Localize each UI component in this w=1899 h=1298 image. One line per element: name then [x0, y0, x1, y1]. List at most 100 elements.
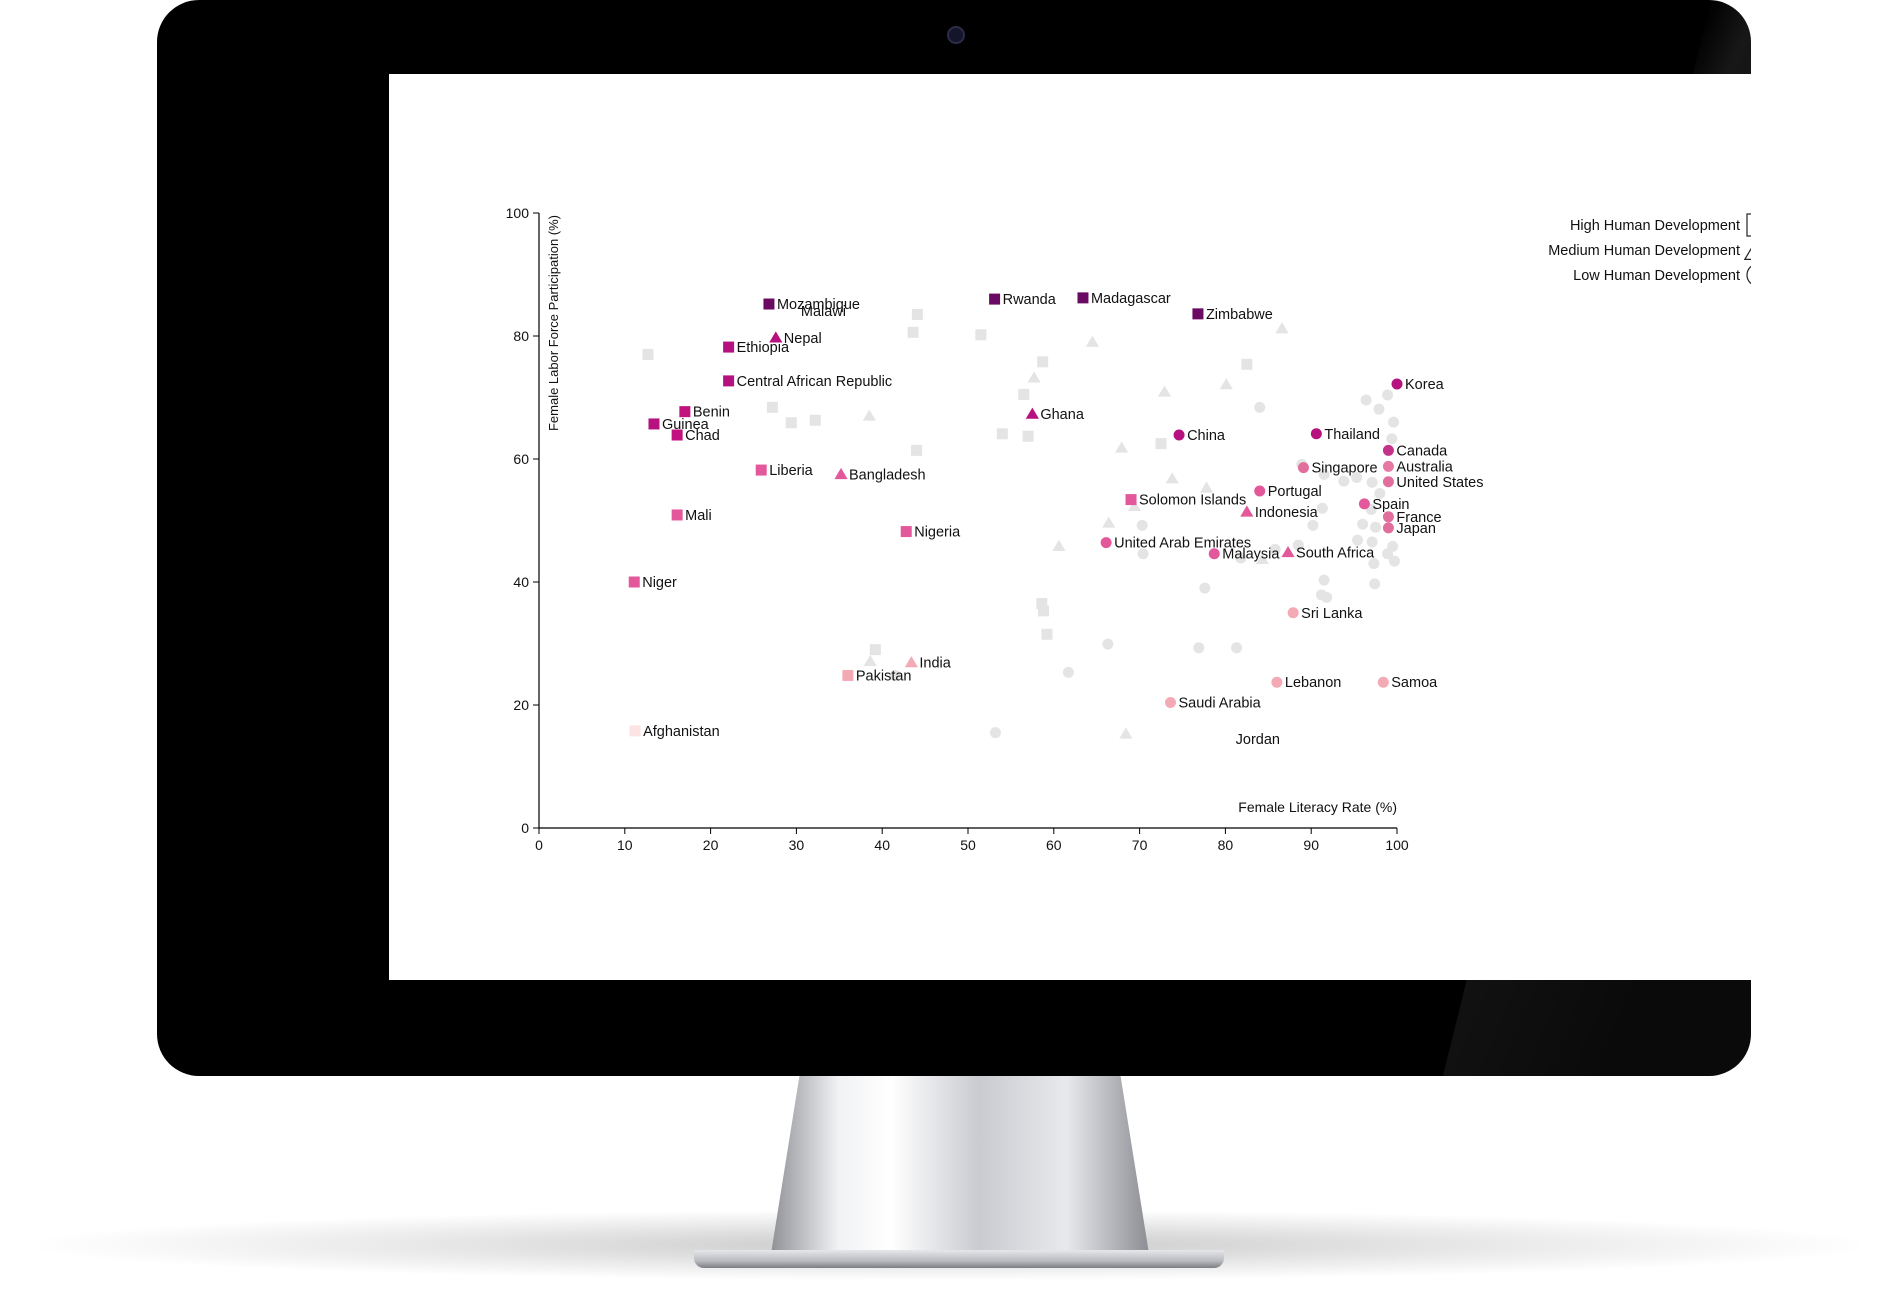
- point-label: Canada: [1396, 443, 1448, 459]
- circle-icon: [1746, 265, 1751, 285]
- background-point: [1366, 476, 1378, 488]
- background-point: [1136, 519, 1148, 531]
- point-label: Solomon Islands: [1139, 493, 1246, 509]
- background-point: [1018, 388, 1030, 400]
- point-label: Niger: [642, 575, 677, 591]
- y-tick-label: 20: [513, 697, 529, 713]
- background-points: [642, 308, 1400, 739]
- background-point: [1165, 472, 1179, 484]
- background-point: [1382, 389, 1394, 401]
- point-label: France: [1396, 510, 1441, 526]
- x-axis-label: Female Literacy Rate (%): [1238, 799, 1397, 815]
- point-label: Malawi: [801, 304, 846, 320]
- background-point: [1275, 322, 1289, 334]
- background-point: [1318, 574, 1330, 586]
- background-point: [907, 326, 919, 338]
- data-point: [1100, 537, 1112, 549]
- point-label: Ghana: [1040, 407, 1084, 423]
- point-label: Chad: [685, 428, 720, 444]
- background-point: [1199, 582, 1211, 594]
- background-point: [996, 428, 1008, 440]
- data-point: [769, 331, 783, 343]
- point-label: Madagascar: [1091, 291, 1171, 307]
- background-point: [1388, 555, 1400, 567]
- background-point: [1366, 536, 1378, 548]
- background-point: [1255, 552, 1269, 564]
- background-point: [1193, 642, 1205, 654]
- background-point: [1085, 335, 1100, 347]
- data-point: [1281, 546, 1295, 558]
- data-point: [1382, 444, 1394, 456]
- data-point: [723, 375, 735, 387]
- point-label: Liberia: [769, 463, 813, 479]
- background-point: [1386, 433, 1398, 445]
- background-point: [1041, 628, 1053, 640]
- point-label: Afghanistan: [643, 724, 720, 740]
- background-point: [869, 644, 881, 656]
- background-point: [1269, 543, 1281, 555]
- data-point: [1208, 548, 1220, 560]
- background-point: [863, 654, 877, 667]
- data-point: [679, 406, 691, 418]
- background-point: [1155, 438, 1167, 450]
- background-point: [1157, 385, 1172, 397]
- background-point: [1370, 521, 1382, 533]
- x-ticks: 0 10 20 30 40 50 60 70 80 90 100: [535, 828, 1409, 853]
- data-point: [989, 293, 1001, 305]
- legend-label: Low Human Development: [1573, 268, 1740, 284]
- y-tick-label: 60: [513, 451, 529, 467]
- point-label: Nepal: [784, 331, 822, 347]
- point-label: United Arab Emirates: [1114, 536, 1251, 552]
- data-point: [648, 418, 660, 430]
- background-point: [911, 444, 923, 456]
- data-point: [900, 526, 912, 538]
- monitor-stand: [770, 1070, 1150, 1260]
- point-label: Rwanda: [1003, 292, 1057, 308]
- x-tick-label: 80: [1218, 837, 1234, 853]
- background-point: [1127, 499, 1142, 512]
- data-point: [904, 656, 918, 668]
- y-tick-label: 100: [506, 205, 530, 221]
- background-point: [1316, 502, 1328, 514]
- data-point: [629, 725, 641, 737]
- data-point: [1358, 498, 1370, 510]
- background-point: [1369, 578, 1381, 590]
- background-point: [1321, 591, 1333, 603]
- y-tick-label: 0: [521, 820, 529, 836]
- point-label: Central African Republic: [737, 374, 893, 390]
- background-point: [1114, 441, 1129, 453]
- background-point: [1036, 598, 1048, 610]
- data-point: [1377, 676, 1389, 688]
- point-label: Jordan: [1236, 732, 1280, 748]
- point-label: Thailand: [1324, 427, 1380, 443]
- x-tick-label: 10: [617, 837, 633, 853]
- point-label: Japan: [1396, 521, 1436, 537]
- background-point: [1307, 519, 1319, 531]
- y-tick-label: 40: [513, 574, 529, 590]
- data-point: [842, 669, 854, 681]
- y-ticks: 0 20 40 60 80 100: [506, 205, 539, 836]
- legend-label: High Human Development: [1570, 218, 1740, 234]
- point-label: Pakistan: [856, 668, 912, 684]
- data-point: [1287, 607, 1299, 619]
- point-label: Mozambique: [777, 297, 860, 313]
- data-point: [723, 341, 735, 353]
- point-label: Singapore: [1311, 461, 1377, 477]
- data-point: [1382, 476, 1394, 488]
- background-point: [862, 409, 876, 421]
- background-point: [1318, 468, 1330, 480]
- background-point: [975, 329, 987, 341]
- point-label: Mali: [685, 508, 712, 524]
- point-label: South Africa: [1296, 545, 1375, 561]
- square-icon: [1746, 213, 1751, 237]
- background-point: [1038, 605, 1050, 617]
- background-point: [1137, 548, 1149, 560]
- background-point: [1351, 471, 1363, 483]
- data-point: [1125, 494, 1137, 506]
- point-label: Malaysia: [1222, 547, 1280, 563]
- point-label: Guinea: [662, 417, 710, 433]
- point-label: China: [1187, 428, 1226, 444]
- background-point: [1119, 727, 1133, 739]
- point-label: Indonesia: [1255, 505, 1319, 521]
- point-label: Sri Lanka: [1301, 606, 1363, 622]
